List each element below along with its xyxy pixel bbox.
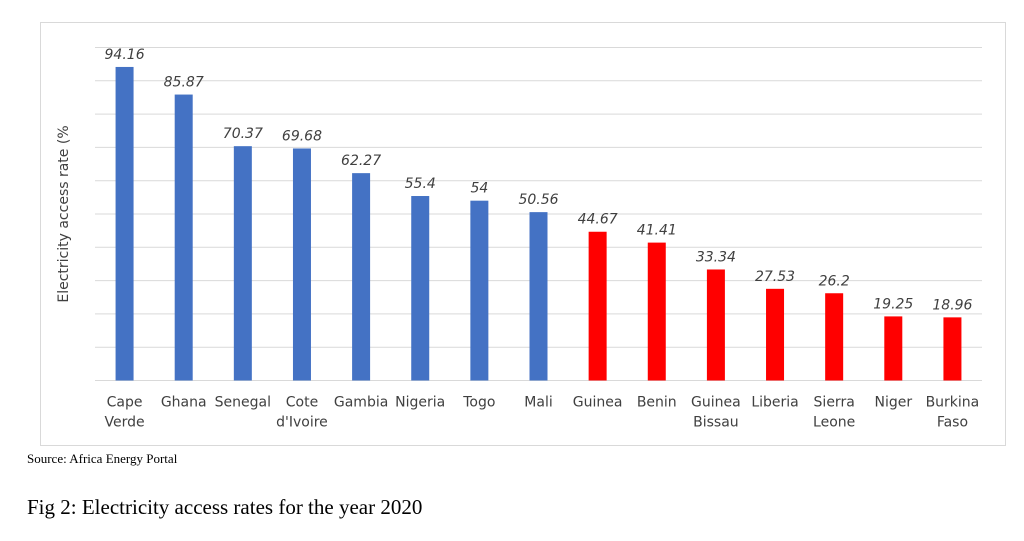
data-label: 94.16: [105, 47, 145, 63]
data-label: 70.37: [223, 126, 263, 142]
category-label-line: Benin: [637, 395, 677, 411]
data-label: 44.67: [578, 212, 618, 228]
category-label: Cote d'Ivoire: [276, 395, 328, 431]
bar: [352, 173, 371, 381]
bar: [706, 269, 725, 381]
chart-area: Electricity access rate (% 94.16 Cape Verde…: [40, 22, 1006, 446]
category-label-line: Leone: [813, 415, 855, 431]
data-label: 41.41: [637, 223, 677, 239]
data-label: 50.56: [518, 192, 558, 208]
bar: [292, 148, 311, 381]
bar-chart: Electricity access rate (% 94.16 Cape Verde…: [56, 47, 982, 431]
data-label: 33.34: [696, 249, 736, 265]
category-label-line: d'Ivoire: [276, 415, 328, 431]
y-axis-title: Electricity access rate (%: [56, 125, 72, 302]
category-label-line: Guinea: [573, 395, 623, 411]
category-label-line: Cote: [286, 395, 318, 411]
category-label: Gambia: [334, 395, 388, 411]
bar: [884, 316, 903, 381]
category-label-line: Togo: [462, 395, 495, 411]
category-label-line: Verde: [105, 415, 145, 431]
category-label: Togo: [462, 395, 495, 411]
bar: [233, 146, 252, 381]
category-label: Sierra Leone: [813, 395, 855, 431]
category-label: Niger: [874, 395, 912, 411]
bar: [174, 94, 193, 381]
bar: [825, 293, 844, 381]
category-label-line: Senegal: [215, 395, 271, 411]
category-label: Nigeria: [395, 395, 445, 411]
category-label-line: Mali: [524, 395, 552, 411]
category-label: Guinea Bissau: [691, 395, 741, 431]
category-label-line: Niger: [874, 395, 912, 411]
data-label: 69.68: [282, 128, 322, 144]
bar: [529, 212, 548, 381]
data-label: 27.53: [755, 269, 795, 285]
bar: [115, 66, 134, 381]
data-label: 55.4: [405, 176, 436, 192]
bar: [647, 242, 666, 381]
data-label: 85.87: [164, 75, 204, 91]
figure-caption: Fig 2: Electricity access rates for the …: [27, 495, 423, 519]
category-label-line: Guinea: [691, 395, 741, 411]
data-label: 26.2: [819, 273, 850, 289]
category-label: Liberia: [751, 395, 798, 411]
data-label: 18.96: [932, 297, 972, 313]
category-label-line: Liberia: [751, 395, 798, 411]
category-label: Mali: [524, 395, 552, 411]
data-label: 62.27: [341, 153, 381, 169]
bar: [470, 200, 489, 381]
bar: [411, 196, 430, 381]
category-label-line: Cape: [107, 395, 143, 411]
category-label: Benin: [637, 395, 677, 411]
category-label: Senegal: [215, 395, 271, 411]
bar: [588, 231, 607, 381]
category-label-line: Bissau: [693, 415, 739, 431]
category-label: Ghana: [161, 395, 207, 411]
category-label-line: Nigeria: [395, 395, 445, 411]
category-label-line: Faso: [937, 415, 968, 431]
data-label: 19.25: [873, 296, 913, 312]
bar: [943, 317, 962, 381]
bar: [766, 288, 785, 381]
category-label-line: Gambia: [334, 395, 388, 411]
category-label: Burkina Faso: [926, 395, 980, 431]
category-label: Cape Verde: [105, 395, 145, 431]
category-label: Guinea: [573, 395, 623, 411]
category-label-line: Burkina: [926, 395, 980, 411]
category-label-line: Sierra: [814, 395, 855, 411]
data-label: 54: [470, 181, 488, 197]
source-note: Source: Africa Energy Portal: [27, 451, 178, 466]
category-label-line: Ghana: [161, 395, 207, 411]
